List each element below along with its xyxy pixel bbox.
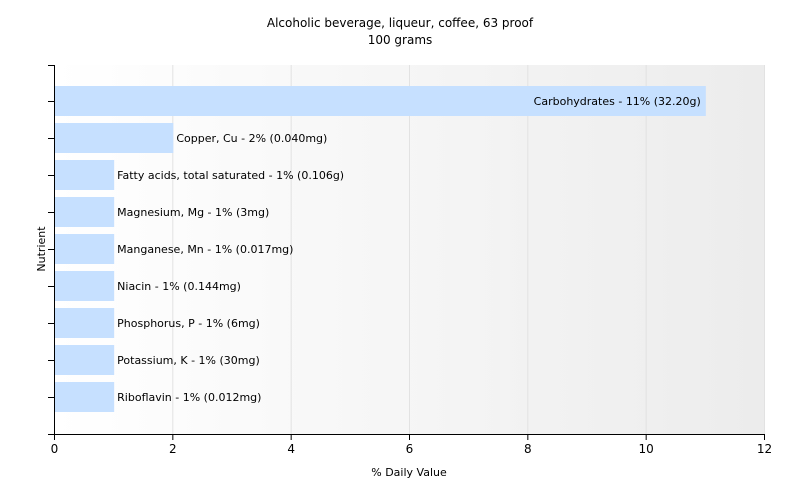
bar-label: Magnesium, Mg - 1% (3mg) [117,206,269,219]
bar [55,382,115,412]
bar [55,197,115,227]
bar [55,234,115,264]
bar-label: Manganese, Mn - 1% (0.017mg) [117,243,293,256]
bar [55,308,115,338]
bar-label: Potassium, K - 1% (30mg) [117,354,260,367]
bar-label: Copper, Cu - 2% (0.040mg) [176,132,327,145]
x-tick-label: 2 [169,442,177,456]
bar [55,345,115,375]
axes: 0 2 4 6 8 10 12 [48,65,772,456]
x-tick-label: 6 [406,442,414,456]
bar-label: Carbohydrates - 11% (32.20g) [534,95,701,108]
bar-label: Riboflavin - 1% (0.012mg) [117,391,261,404]
bar [55,123,174,153]
chart-subtitle: 100 grams [368,33,433,47]
x-tick-label: 10 [639,442,654,456]
bar [55,86,706,116]
bars: Carbohydrates - 11% (32.20g) Copper, Cu -… [55,86,706,412]
x-tick-label: 0 [51,442,59,456]
x-axis-title: % Daily Value [371,466,447,479]
chart-title: Alcoholic beverage, liqueur, coffee, 63 … [267,16,534,30]
x-tick-label: 8 [524,442,532,456]
bar [55,271,115,301]
x-tick-label: 4 [287,442,295,456]
bar-label: Phosphorus, P - 1% (6mg) [117,317,260,330]
bar-label: Niacin - 1% (0.144mg) [117,280,241,293]
bar-label: Fatty acids, total saturated - 1% (0.106… [117,169,344,182]
y-axis-title: Nutrient [35,226,48,272]
x-tick-label: 12 [757,442,772,456]
bar [55,160,115,190]
